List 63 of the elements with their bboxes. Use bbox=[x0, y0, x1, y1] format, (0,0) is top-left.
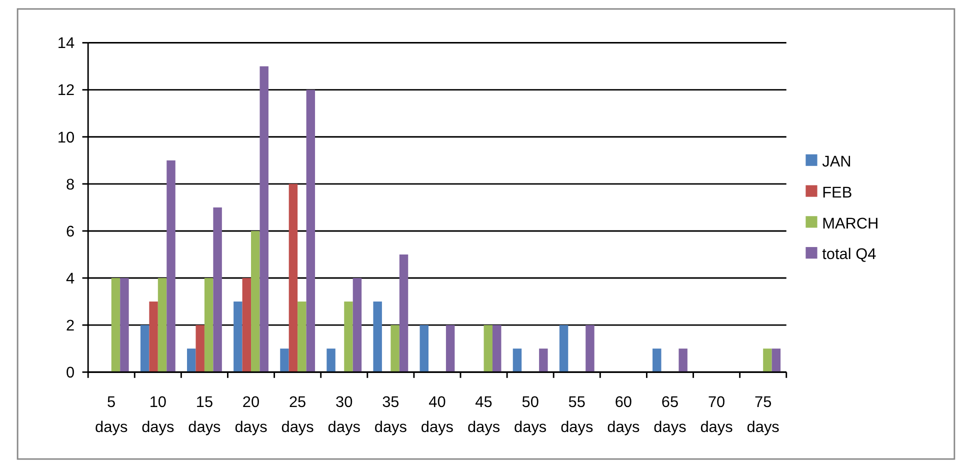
bar bbox=[120, 278, 129, 372]
y-tick-label: 14 bbox=[57, 35, 75, 52]
bar bbox=[492, 325, 502, 372]
bar bbox=[586, 325, 594, 372]
bar bbox=[539, 348, 548, 372]
bar bbox=[559, 325, 568, 372]
x-tick-label: 30 days bbox=[328, 394, 361, 436]
x-tick-label: 25 days bbox=[281, 394, 314, 436]
bar bbox=[352, 278, 362, 372]
bar bbox=[140, 325, 150, 372]
y-tick-label: 4 bbox=[66, 270, 75, 288]
x-tick-label: 65 days bbox=[654, 394, 687, 436]
bar bbox=[763, 348, 772, 372]
bar bbox=[234, 302, 242, 372]
bar bbox=[111, 278, 120, 372]
bar bbox=[678, 348, 688, 372]
x-tick-label: 40 days bbox=[420, 394, 454, 436]
y-tick-label: 0 bbox=[66, 364, 75, 382]
bar bbox=[772, 348, 781, 372]
bar bbox=[213, 207, 222, 372]
bar bbox=[196, 325, 204, 372]
bar bbox=[373, 302, 382, 372]
y-tick-label: 6 bbox=[66, 223, 75, 240]
x-tick-label: 55 days bbox=[560, 394, 594, 436]
bar bbox=[420, 325, 428, 372]
y-tick-label: 10 bbox=[57, 129, 75, 146]
x-tick-label: 50 days bbox=[514, 394, 547, 436]
bar bbox=[484, 325, 493, 372]
x-tick-label: 45 days bbox=[467, 394, 500, 436]
x-tick-label: 70 days bbox=[700, 394, 734, 436]
bar bbox=[512, 348, 522, 372]
legend-label: FEB bbox=[822, 184, 852, 202]
y-tick-label: 2 bbox=[66, 317, 75, 334]
bar bbox=[251, 230, 260, 372]
x-tick-label: 35 days bbox=[374, 394, 408, 436]
bar bbox=[288, 184, 298, 372]
bar bbox=[158, 278, 167, 372]
bar bbox=[260, 66, 268, 372]
bar bbox=[149, 302, 158, 372]
x-tick-label: 60 days bbox=[607, 394, 640, 436]
legend-label: MARCH bbox=[822, 215, 879, 232]
x-tick-label: 5 days bbox=[95, 394, 128, 436]
bar bbox=[399, 254, 408, 372]
bar bbox=[306, 90, 316, 372]
bar bbox=[326, 348, 336, 372]
bar bbox=[652, 348, 662, 372]
bar bbox=[446, 325, 455, 372]
bar bbox=[187, 348, 196, 372]
bar bbox=[166, 160, 176, 372]
x-tick-label: 15 days bbox=[188, 394, 222, 436]
bar bbox=[344, 302, 353, 372]
bar bbox=[390, 325, 400, 372]
x-tick-label: 10 days bbox=[142, 394, 174, 436]
bar bbox=[280, 348, 289, 372]
bar bbox=[242, 278, 252, 372]
bar bbox=[298, 302, 306, 372]
bar bbox=[204, 278, 214, 372]
legend-label: JAN bbox=[822, 153, 852, 170]
x-tick-label: 75 days bbox=[746, 394, 780, 436]
x-tick-label: 20 days bbox=[234, 394, 268, 436]
legend-label: total Q4 bbox=[822, 246, 877, 264]
y-tick-label: 8 bbox=[66, 176, 75, 194]
y-tick-label: 12 bbox=[57, 82, 75, 100]
